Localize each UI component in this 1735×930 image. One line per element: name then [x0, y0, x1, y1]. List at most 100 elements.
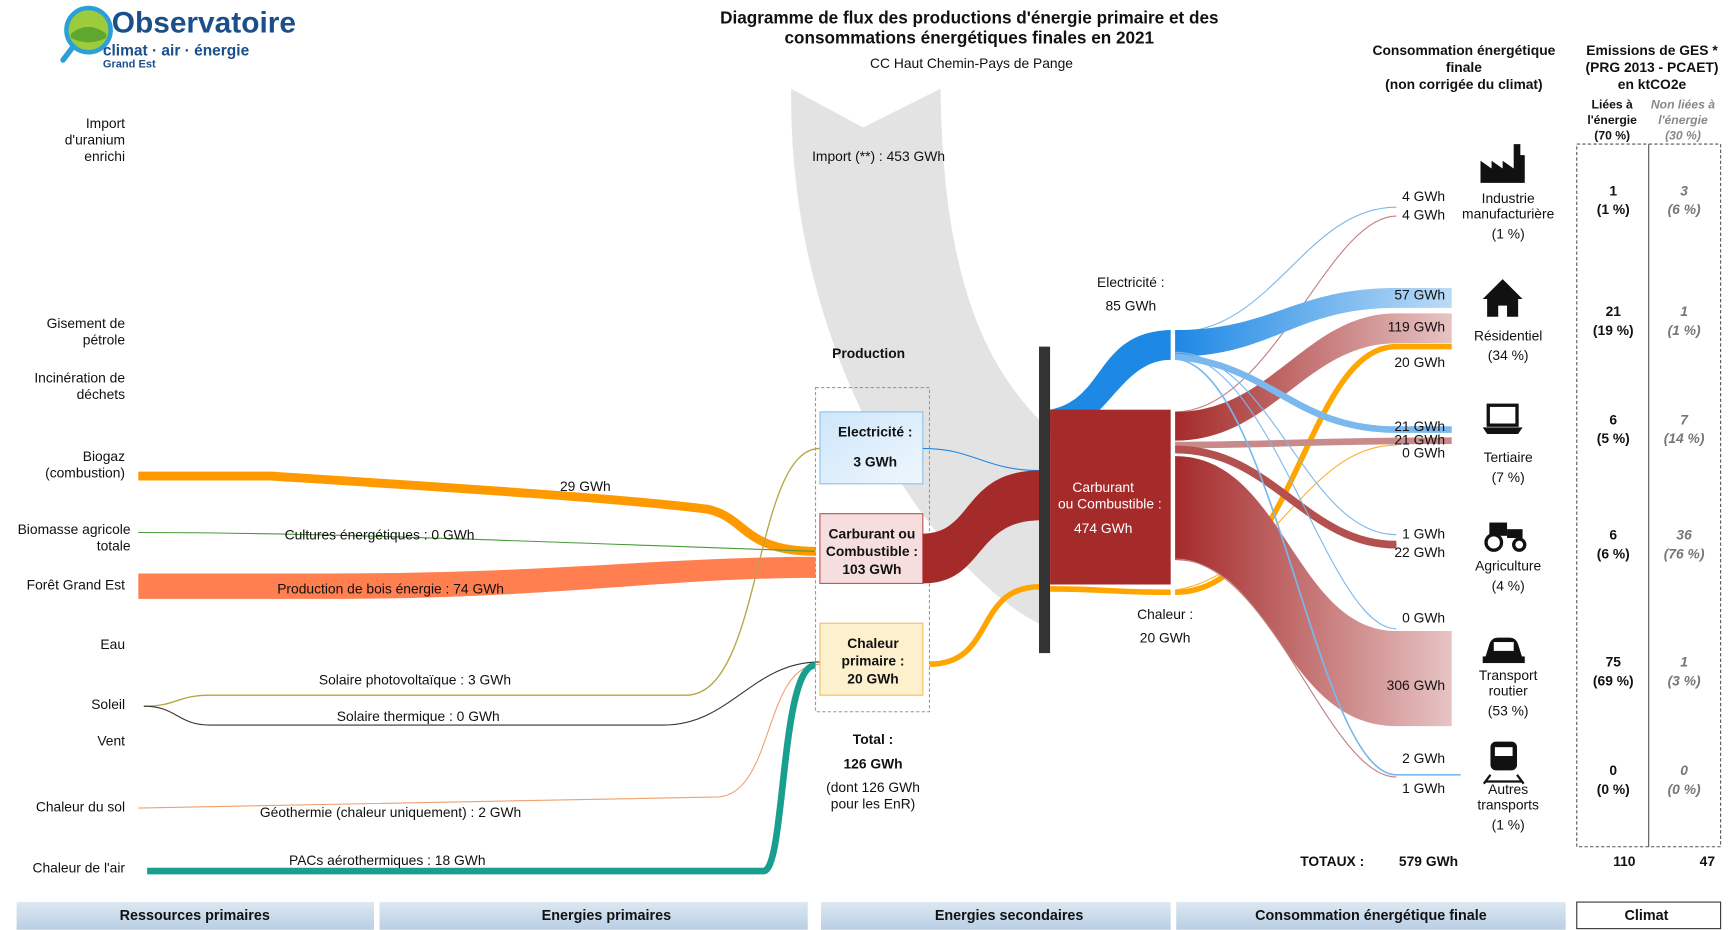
resource-label: Vent [97, 732, 125, 748]
resource-label: Soleil [91, 696, 125, 712]
crops-flow [138, 531, 816, 552]
resource-label: Import [86, 115, 125, 131]
footer-box [16, 902, 374, 930]
ghg-share: (6 %) [1597, 545, 1630, 561]
elec-agri [1175, 351, 1397, 536]
subtitle: CC Haut Chemin-Pays de Pange [870, 55, 1073, 71]
secondary-elec [1050, 330, 1171, 435]
secondary-label: ou Combustible : [1058, 495, 1162, 511]
wood-flow [138, 556, 816, 599]
sector-label: (1 %) [1492, 226, 1525, 242]
ghg-subheader: l'énergie [1587, 113, 1637, 127]
production-title: Production [832, 345, 905, 361]
ghg-value: 6 [1609, 526, 1617, 542]
elec-tertiary [1174, 353, 1452, 433]
resource-label: (combustion) [45, 465, 125, 481]
consumption-flow-label: 20 GWh [1394, 354, 1445, 370]
sector-label: routier [1489, 682, 1529, 698]
footer-box [821, 902, 1171, 930]
elec-transport [1175, 353, 1397, 630]
secondary-label: Carburant [1072, 479, 1134, 495]
box-label: 103 GWh [842, 561, 901, 577]
ghg-value: 0 [1609, 762, 1617, 778]
consumption-flow-label: 4 GWh [1402, 188, 1445, 204]
resource-label: d'uranium [65, 131, 125, 147]
ghg-share: (0 %) [1597, 781, 1630, 797]
title: consommations énergétiques finales en 20… [784, 28, 1154, 48]
secondary-label: Electricité : [1097, 274, 1165, 290]
logo [60, 5, 113, 63]
total-value: 126 GWh [843, 756, 902, 772]
ghg-share: (5 %) [1597, 430, 1630, 446]
ghg-value: 0 [1680, 762, 1688, 778]
consumption-flow-label: 0 GWh [1402, 445, 1445, 461]
pv-flow [143, 447, 820, 707]
house-icon [1482, 279, 1523, 317]
biogas-flow [138, 471, 816, 556]
ghg-subheader: (30 %) [1665, 129, 1701, 143]
totals-value: 579 GWh [1399, 853, 1458, 869]
consumption-flow-label: 4 GWh [1402, 207, 1445, 223]
fuel-other [1175, 558, 1397, 778]
ghg-share: (6 %) [1668, 201, 1701, 217]
consumption-flow-label: 21 GWh [1394, 431, 1445, 447]
fuel-to-hub [922, 470, 1041, 584]
footer-label: Climat [1625, 908, 1669, 924]
resource-label: pétrole [83, 332, 126, 348]
sector-label: (34 %) [1488, 347, 1529, 363]
secondary-label: 20 GWh [1140, 629, 1191, 645]
fuel-tertiary [1175, 437, 1452, 449]
totals-value: 110 [1613, 853, 1636, 869]
box-label: 20 GWh [847, 670, 898, 686]
box-label: Carburant ou [829, 525, 916, 541]
secondary-fuel [1050, 409, 1171, 585]
footer-label: Energies primaires [542, 908, 671, 924]
heat-to-hub [929, 583, 1041, 667]
solar-thermal-flow [143, 661, 820, 726]
resource-label: Incinération de [34, 369, 125, 385]
laptop-icon [1482, 403, 1523, 435]
footer-label: Ressources primaires [120, 908, 270, 924]
total-label: Total : [853, 731, 893, 747]
logo-tagline: climat · air · énergie [103, 42, 250, 59]
ghg-value: 7 [1680, 411, 1689, 427]
consumption-flow-label: 57 GWh [1394, 286, 1445, 302]
total-note: (dont 126 GWh [826, 779, 920, 795]
flow-label: Production de bois énergie : 74 GWh [277, 581, 504, 597]
ghg-subheader: Non liées à [1651, 98, 1715, 112]
footer-box [379, 902, 808, 930]
resource-label: Chaleur de l'air [32, 860, 125, 876]
consumption-header: Consommation énergétique [1372, 42, 1555, 58]
consumption-flow-label: 119 GWh [1388, 318, 1445, 334]
electricity-box [819, 411, 924, 485]
box-label: Electricité : [838, 424, 913, 440]
resource-label: totale [97, 538, 131, 554]
consumption-flow-label: 1 GWh [1402, 780, 1445, 796]
sector-label: Tertiaire [1484, 449, 1533, 465]
footer-label: Consommation énergétique finale [1255, 908, 1487, 924]
sector-label: Agriculture [1475, 557, 1541, 573]
flow-label: Géothermie (chaleur uniquement) : 2 GWh [260, 804, 521, 820]
ghg-value: 75 [1606, 654, 1622, 670]
secondary-label: 85 GWh [1105, 297, 1156, 313]
resource-label: Forêt Grand Est [27, 576, 126, 592]
sector-label: manufacturière [1462, 206, 1555, 222]
sector-label: Transport [1479, 667, 1538, 683]
logo-region: Grand Est [103, 58, 156, 70]
consumption-flow-label: 21 GWh [1394, 418, 1445, 434]
box-label: Combustible : [826, 543, 918, 559]
box-label: Chaleur [847, 635, 899, 651]
totals-label: TOTAUX : [1300, 853, 1364, 869]
car-icon [1482, 637, 1525, 664]
resource-label: enrichi [84, 148, 125, 164]
resource-label: Eau [100, 636, 125, 652]
ghg-value: 6 [1609, 411, 1617, 427]
factory-icon [1480, 144, 1525, 183]
consumption-flow-label: 306 GWh [1387, 677, 1445, 693]
flow-label: Import (**) : 453 GWh [812, 148, 945, 164]
ghg-share: (14 %) [1664, 430, 1705, 446]
geothermal-flow [138, 663, 820, 809]
total-note: pour les EnR) [831, 795, 916, 811]
sector-label: (4 %) [1492, 577, 1525, 593]
